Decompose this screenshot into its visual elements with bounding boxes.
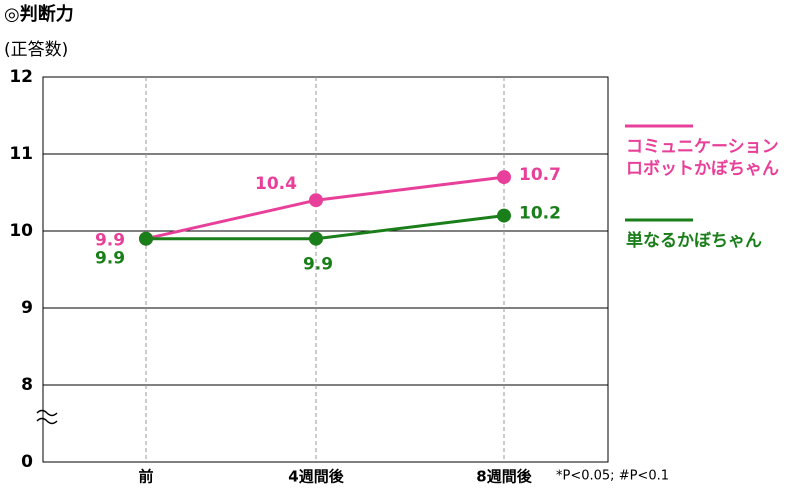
y-tick-label: 11 — [9, 144, 33, 164]
y-tick-label: 8 — [21, 375, 33, 395]
data-label: 10.4 — [255, 174, 297, 194]
data-label: 9.9 — [95, 231, 125, 251]
data-label: 10.2 — [519, 204, 561, 224]
y-tick-label: 0 — [21, 452, 33, 472]
x-tick-label: 8週間後 — [476, 468, 532, 486]
chart-title: ◎判断力 — [4, 3, 74, 25]
data-point — [309, 231, 323, 246]
legend-label: 単なるかぼちゃん — [626, 231, 762, 251]
data-point — [497, 170, 511, 185]
data-point — [139, 231, 153, 246]
footnote: *P<0.05; #P<0.1 — [556, 469, 669, 484]
legend-label: コミュニケーションロボットかぼちゃん — [626, 137, 779, 179]
axis-break — [36, 409, 58, 425]
x-tick-label: 4週間後 — [288, 468, 344, 486]
data-point — [497, 208, 511, 223]
data-label: 9.9 — [303, 255, 333, 275]
data-point — [309, 193, 323, 208]
y-axis-label: (正答数) — [4, 40, 68, 60]
series-line — [145, 175, 505, 241]
y-tick-label: 10 — [9, 221, 33, 241]
y-tick-label: 12 — [9, 67, 33, 87]
data-label: 10.7 — [519, 165, 561, 185]
x-tick-label: 前 — [138, 468, 153, 486]
data-label: 9.9 — [95, 249, 125, 269]
y-tick-label: 9 — [21, 298, 33, 318]
